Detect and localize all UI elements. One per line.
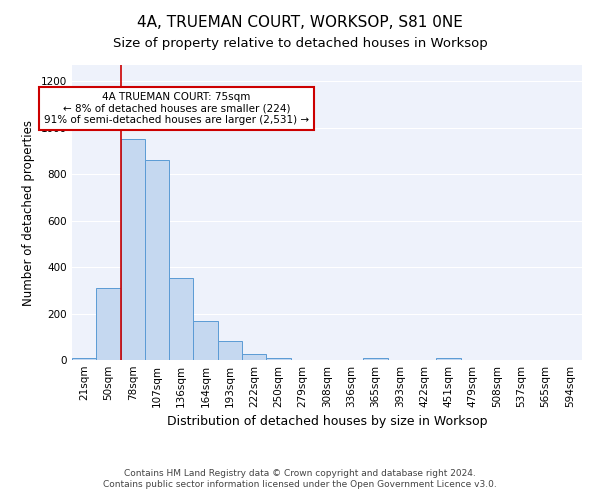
Text: 4A TRUEMAN COURT: 75sqm
← 8% of detached houses are smaller (224)
91% of semi-de: 4A TRUEMAN COURT: 75sqm ← 8% of detached… [44, 92, 309, 125]
Bar [169, 278, 193, 360]
Bar [242, 354, 266, 360]
Bar [96, 288, 121, 360]
Bar [72, 358, 96, 360]
Text: Size of property relative to detached houses in Worksop: Size of property relative to detached ho… [113, 38, 487, 51]
Text: 4A, TRUEMAN COURT, WORKSOP, S81 0NE: 4A, TRUEMAN COURT, WORKSOP, S81 0NE [137, 15, 463, 30]
Bar [364, 358, 388, 360]
Bar [266, 358, 290, 360]
Bar [193, 320, 218, 360]
Bar [436, 358, 461, 360]
Y-axis label: Number of detached properties: Number of detached properties [22, 120, 35, 306]
Text: Contains HM Land Registry data © Crown copyright and database right 2024.: Contains HM Land Registry data © Crown c… [124, 468, 476, 477]
Bar [121, 140, 145, 360]
Text: Contains public sector information licensed under the Open Government Licence v3: Contains public sector information licen… [103, 480, 497, 489]
X-axis label: Distribution of detached houses by size in Worksop: Distribution of detached houses by size … [167, 416, 487, 428]
Bar [218, 342, 242, 360]
Bar [145, 160, 169, 360]
